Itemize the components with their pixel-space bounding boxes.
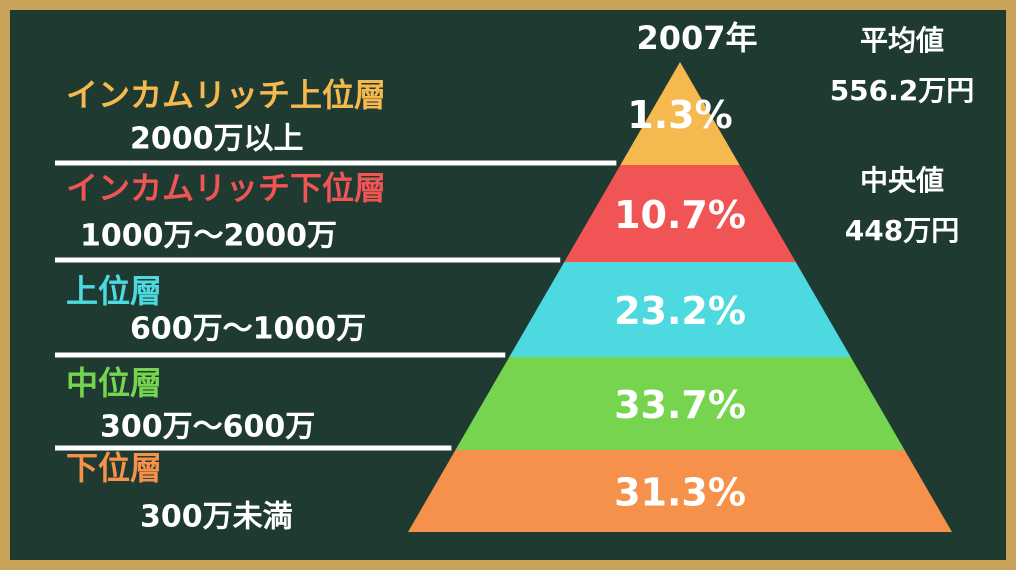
tier-share: 33.7% — [614, 383, 746, 427]
pyramid-band — [509, 262, 851, 357]
pyramid-band — [408, 450, 952, 532]
pyramid-band — [564, 165, 796, 262]
tier-name: 中位層 — [66, 364, 162, 402]
stat-value: 448万円 — [845, 214, 959, 247]
tier-share: 31.3% — [614, 471, 746, 515]
tier-name: インカムリッチ下位層 — [66, 169, 386, 207]
tier-share: 1.3% — [627, 93, 732, 137]
tier-share: 10.7% — [614, 193, 746, 237]
stat-label: 中央値 — [860, 164, 944, 197]
tier-range: 1000万～2000万 — [80, 219, 337, 254]
tier-range: 300万～600万 — [100, 410, 315, 445]
tier-range: 600万～1000万 — [130, 312, 366, 347]
tier-name: 上位層 — [66, 272, 162, 310]
tier-name: 下位層 — [66, 449, 162, 487]
pyramid-band — [455, 357, 905, 450]
stat-label: 平均値 — [860, 24, 944, 57]
stat-value: 556.2万円 — [830, 74, 975, 107]
year: 2007年 — [636, 19, 757, 57]
tier-share: 23.2% — [614, 289, 746, 333]
tier-range: 300万未満 — [140, 500, 293, 535]
tier-name: インカムリッチ上位層 — [66, 76, 386, 114]
tier-range: 2000万以上 — [130, 122, 304, 157]
pyramid-band — [620, 62, 740, 165]
